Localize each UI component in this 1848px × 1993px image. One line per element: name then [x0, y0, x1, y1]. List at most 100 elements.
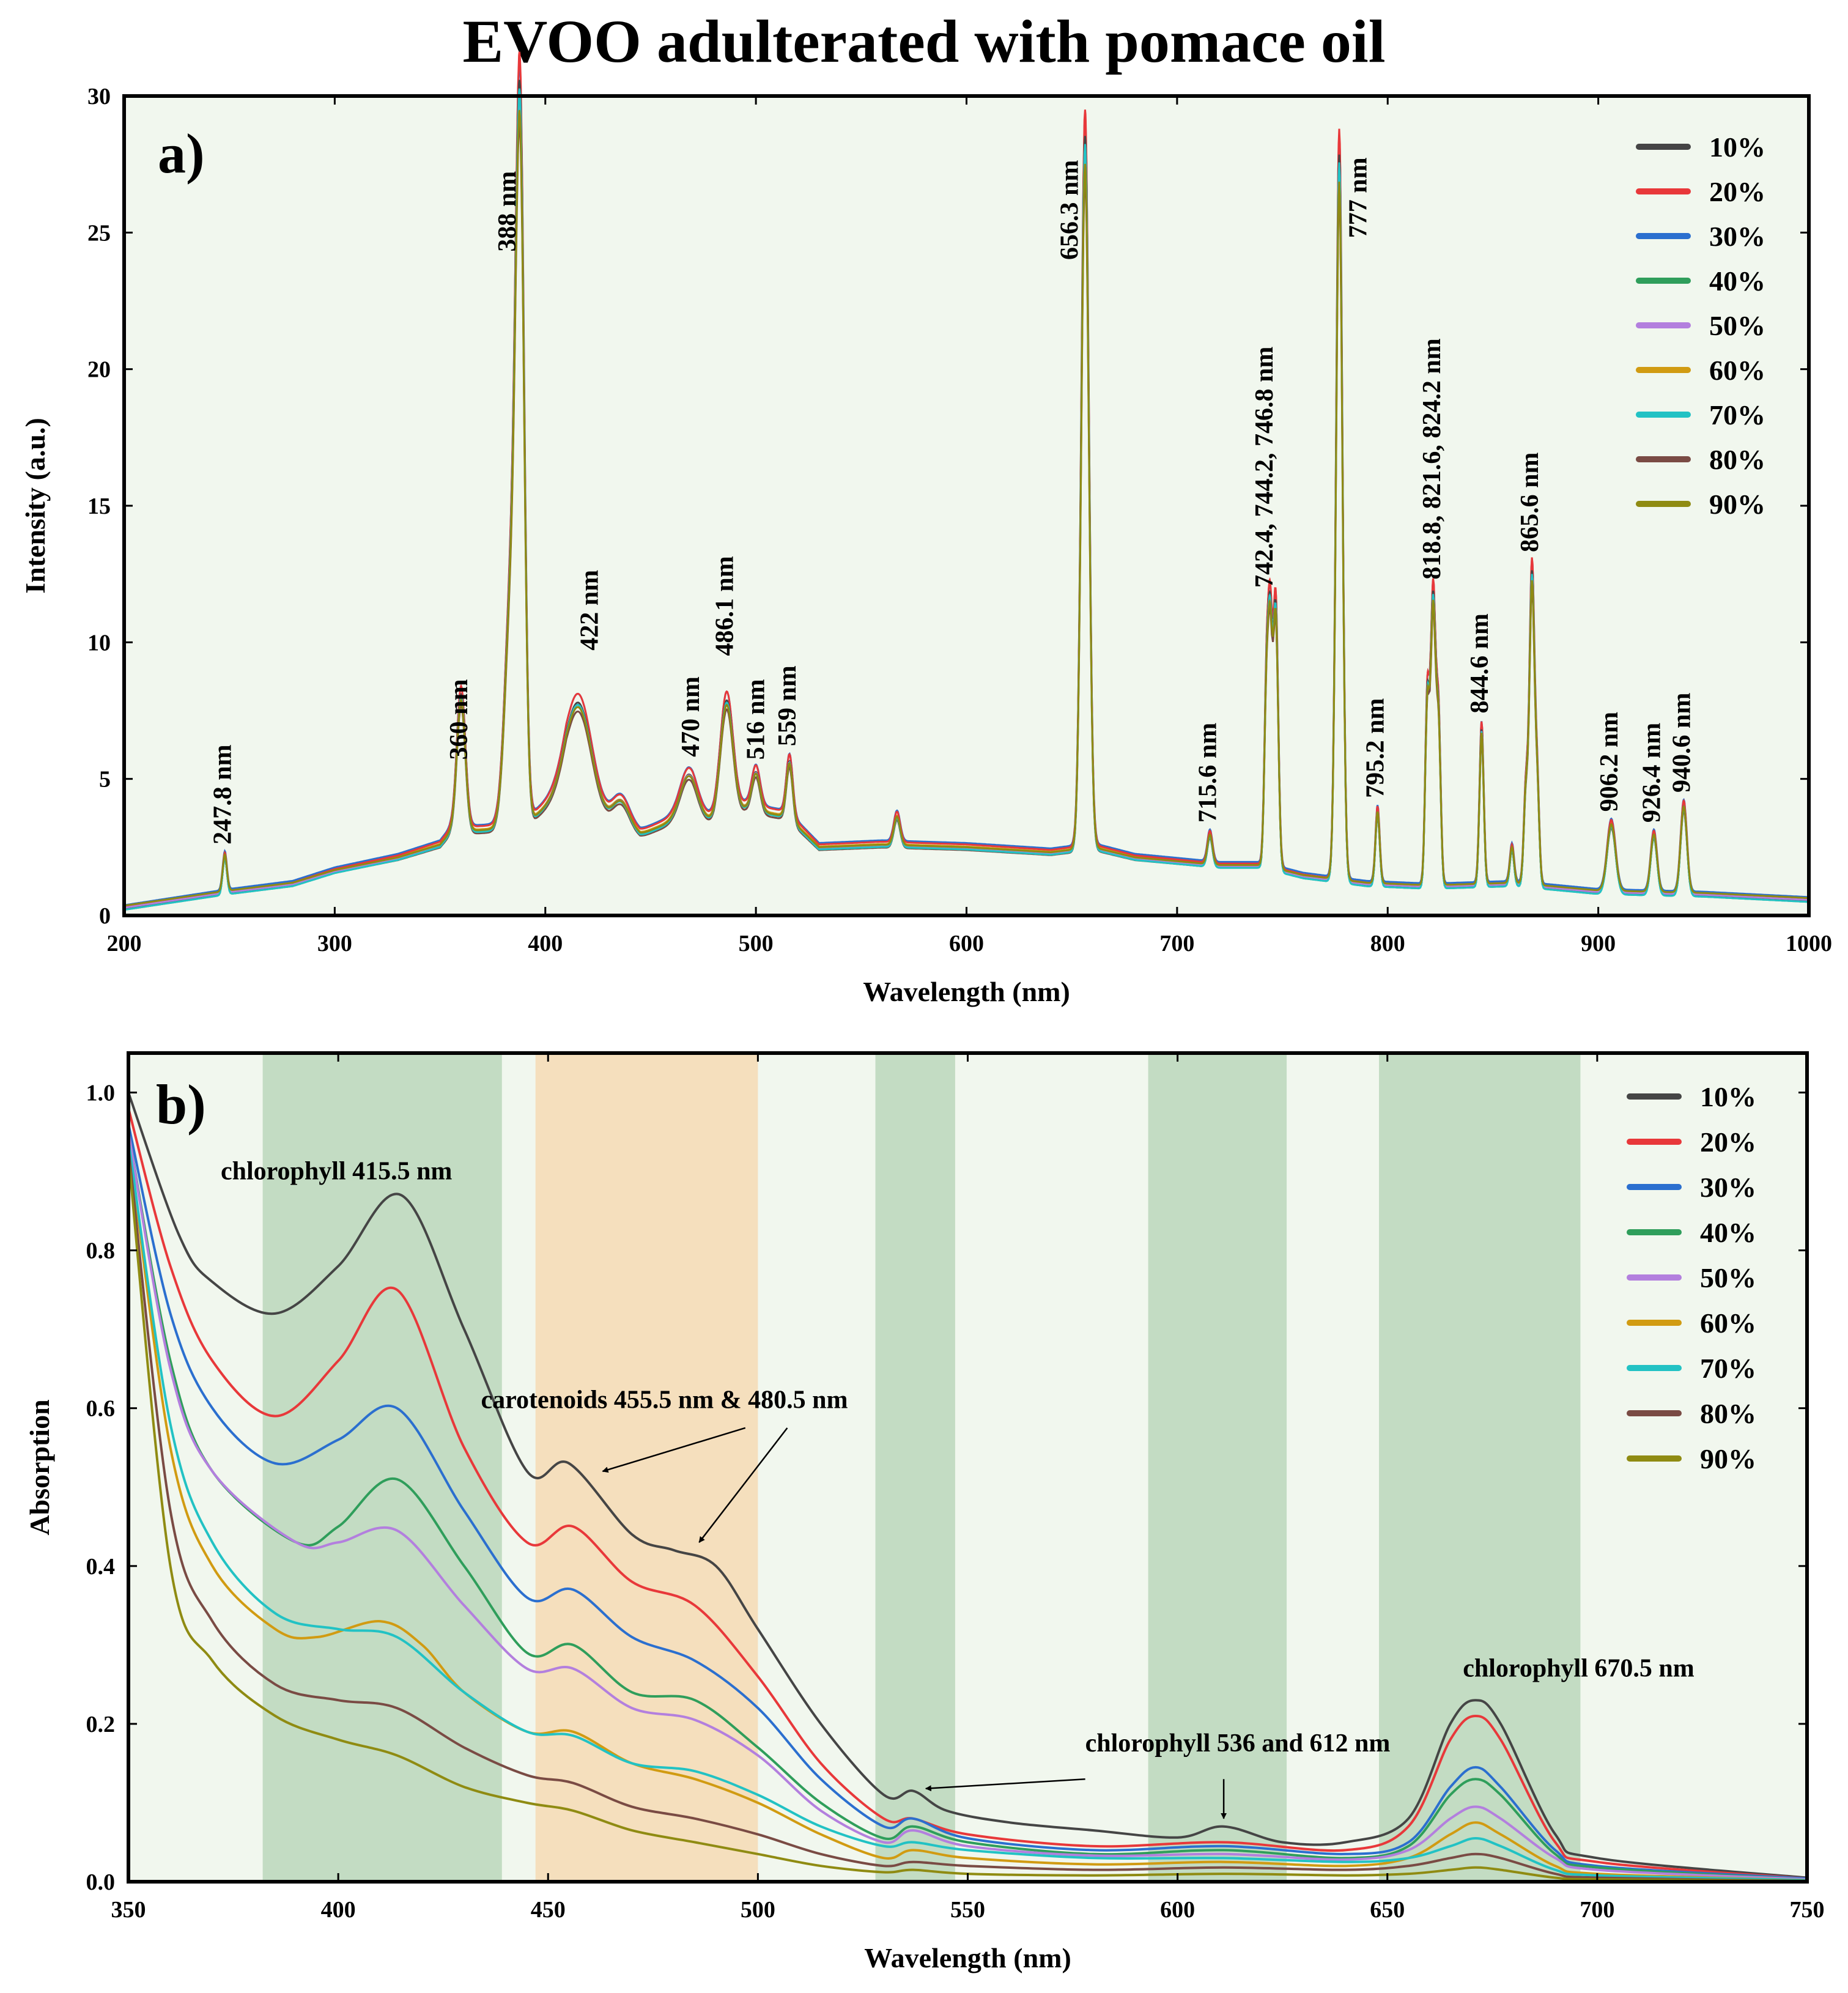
panel-a-legend: 10% 20% 30% 40% 50% 60% 70% 80% 90% [1636, 131, 1765, 520]
panel-a-x-tick-label: 300 [317, 931, 352, 956]
panel-b-highlight-band [262, 1053, 502, 1882]
panel-a-legend-label: 70% [1709, 399, 1765, 431]
panel-b-legend-label: 10% [1700, 1081, 1756, 1112]
panel-a-x-tick-label: 400 [528, 931, 563, 956]
panel-a-legend-label: 90% [1709, 489, 1765, 520]
panel-b-legend-label: 50% [1700, 1262, 1756, 1293]
panel-b-series-line-30% [127, 1123, 1808, 1880]
panel-a-legend-label: 10% [1709, 131, 1765, 163]
panel-b-annotation: chlorophyll 415.5 nm [221, 1157, 452, 1185]
panel-a-y-tick-label: 10 [87, 630, 111, 656]
panel-a-peak-annotation: 795.2 nm [1362, 698, 1390, 798]
panel-a-peak-annotation: 656.3 nm [1056, 160, 1084, 260]
panel-b-x-tick-label: 650 [1370, 1897, 1405, 1923]
panel-b-x-tick-label: 600 [1160, 1897, 1195, 1923]
panel-a-frame [122, 94, 1811, 917]
panel-b-y-tick-label: 0.2 [86, 1712, 116, 1737]
panel-b-legend-label: 20% [1700, 1126, 1756, 1158]
panel-b-x-tick-label: 400 [321, 1897, 356, 1923]
panel-a-legend-label: 40% [1709, 265, 1765, 297]
panel-a-peak-annotation: 818.8, 821.6, 824.2 nm [1418, 338, 1446, 579]
panel-b-x-tick-label: 750 [1790, 1897, 1825, 1923]
panel-a-x-tick-label: 800 [1370, 931, 1405, 956]
panel-a-peak-annotation: 247.8 nm [209, 745, 237, 845]
panel-a-y-tick-label: 5 [99, 767, 111, 793]
panel-b-highlight-band [1148, 1053, 1287, 1882]
panel-a-peak-annotation: 865.6 nm [1516, 453, 1544, 552]
panel-a-legend-label: 50% [1709, 310, 1765, 341]
panel-a-peak-annotation: 388 nm [493, 171, 522, 252]
panel-b-annotation-arrow [602, 1427, 746, 1473]
panel-a-y-tick-label: 20 [87, 357, 111, 383]
panel-a-x-axis-title: Wavelength (nm) [863, 976, 1070, 1007]
panel-b-x-tick-label: 500 [741, 1897, 775, 1923]
panel-b-series-line-60% [127, 1139, 1808, 1882]
panel-b-legend-label: 80% [1700, 1398, 1756, 1429]
panel-b-x-tick-label: 700 [1580, 1897, 1614, 1923]
panel-a-y-tick-label: 0 [99, 903, 111, 929]
panel-a-y-tick-label: 15 [87, 494, 111, 519]
panel-b-label: b) [156, 1073, 206, 1136]
panel-a-x-tick-label: 900 [1581, 931, 1616, 956]
panel-a-x-tick-label: 200 [107, 931, 142, 956]
panel-a-peak-annotation: 559 nm [774, 665, 802, 746]
panel-b-series-line-10% [127, 1092, 1808, 1879]
panel-a-label: a) [158, 122, 205, 185]
panel-b-annotation-arrow [698, 1427, 788, 1543]
panel-a-peak-annotation: 360 nm [445, 679, 473, 760]
panel-b-frame [127, 1051, 1809, 1884]
panel-a-peak-annotation: 470 nm [677, 676, 705, 757]
panel-a-peak-annotation: 715.6 nm [1194, 723, 1222, 823]
panel-a-y-tick-label: 25 [87, 220, 111, 246]
panel-a-peak-annotation: 516 nm [742, 679, 771, 760]
panel-a-legend-label: 60% [1709, 355, 1765, 386]
panel-b-series-line-70% [127, 1139, 1808, 1882]
panel-b-legend-label: 90% [1700, 1443, 1756, 1474]
panel-b-y-tick-label: 1.0 [86, 1081, 116, 1106]
panel-b-legend-label: 40% [1700, 1217, 1756, 1248]
panel-b-highlight-band [535, 1053, 758, 1882]
panel-b-annotation-arrow [925, 1778, 1085, 1792]
panel-b-y-axis-title: Absorption [24, 1399, 55, 1535]
panel-b-highlight-band [875, 1053, 955, 1882]
panel-a-x-tick-label: 700 [1159, 931, 1194, 956]
panel-b-annotation: chlorophyll 670.5 nm [1463, 1654, 1694, 1682]
panel-a-y-axis-title: Intensity (a.u.) [20, 418, 51, 594]
panel-b-annotation: carotenoids 455.5 nm & 480.5 nm [481, 1386, 848, 1414]
panel-a-peak-annotation: 422 nm [576, 570, 604, 651]
panel-a-legend-label: 20% [1709, 176, 1765, 207]
panel-a-peak-annotation: 940.6 nm [1668, 693, 1696, 793]
panel-a-peak-annotation: 486.1 nm [711, 556, 739, 656]
figure-title: EVOO adulterated with pomace oil [462, 7, 1386, 75]
panel-a-peak-annotation: 844.6 nm [1466, 613, 1494, 713]
panel-b-x-tick-label: 450 [531, 1897, 566, 1923]
panel-a-legend-label: 80% [1709, 444, 1765, 475]
panel-b-legend-label: 30% [1700, 1172, 1756, 1203]
panel-a-peak-annotation: 906.2 nm [1595, 712, 1624, 812]
panel-a-peak-annotation: 777 nm [1344, 157, 1372, 238]
panel-b-x-tick-label: 550 [950, 1897, 985, 1923]
panel-b-legend-label: 70% [1700, 1353, 1756, 1384]
panel-b-x-axis-title: Wavelength (nm) [864, 1942, 1071, 1973]
panel-b-y-tick-label: 0.6 [86, 1396, 116, 1422]
panel-a-x-tick-label: 500 [739, 931, 774, 956]
panel-b-series-line-40% [127, 1131, 1808, 1881]
panel-b-series-group [127, 1092, 1808, 1882]
panel-a-plot-background [124, 96, 1809, 915]
panel-b-highlight-band [1379, 1053, 1581, 1882]
panel-a-peak-annotation: 926.4 nm [1638, 723, 1666, 823]
panel-a-x-tick-label: 1000 [1786, 931, 1832, 956]
panel-b-y-tick-label: 0.0 [86, 1869, 116, 1895]
panel-b-series-line-50% [127, 1131, 1808, 1881]
panel-b-legend: 10% 20% 30% 40% 50% 60% 70% 80% 90% [1627, 1081, 1756, 1474]
panel-b-series-line-90% [127, 1155, 1808, 1882]
panel-b-x-tick-label: 350 [111, 1897, 146, 1923]
panel-b-series-line-80% [127, 1147, 1808, 1882]
panel-b-y-tick-label: 0.4 [86, 1554, 116, 1580]
panel-b-annotation: chlorophyll 536 and 612 nm [1085, 1729, 1391, 1758]
panel-a-series-line-90% [124, 109, 1809, 907]
panel-a-series-group [124, 51, 1809, 911]
panel-a-x-tick-label: 600 [949, 931, 984, 956]
panel-a-legend-label: 30% [1709, 221, 1765, 252]
